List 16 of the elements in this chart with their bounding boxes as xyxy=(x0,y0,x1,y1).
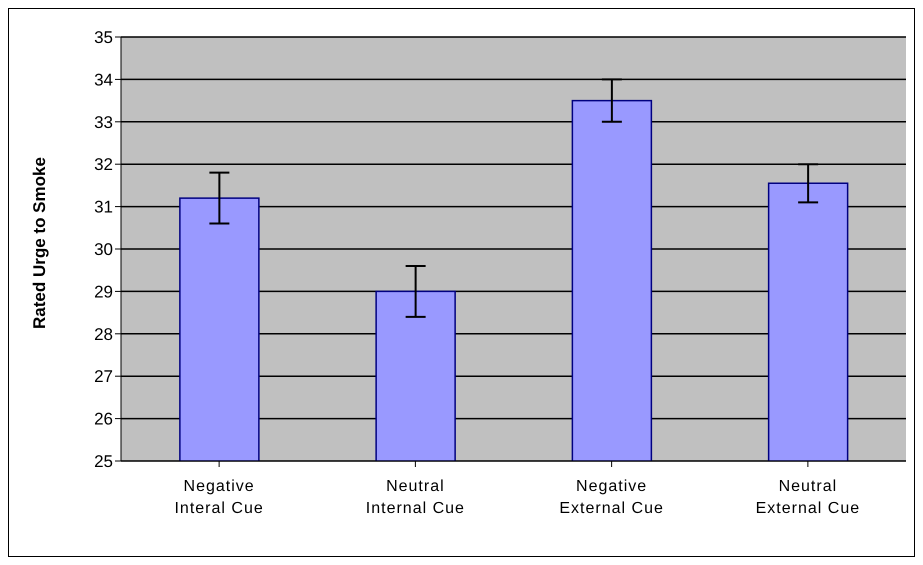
x-tick-label: Negative Interal Cue xyxy=(174,478,264,517)
x-tick-label: Neutral Internal Cue xyxy=(366,478,465,517)
y-tick-label: 35 xyxy=(94,28,113,48)
y-tick-label: 31 xyxy=(94,198,113,217)
y-tick-label: 26 xyxy=(94,410,113,429)
x-tick-label: Neutral External Cue xyxy=(756,478,860,517)
y-tick-label: 25 xyxy=(94,452,113,472)
y-tick-label: 34 xyxy=(94,70,113,90)
y-tick-label: 28 xyxy=(94,324,113,344)
y-tick-label: 33 xyxy=(94,112,113,132)
y-tick-label: 29 xyxy=(94,282,113,302)
y-tick-label: 27 xyxy=(94,367,113,386)
x-tick-label: Negative External Cue xyxy=(559,478,664,517)
y-tick-label: 30 xyxy=(94,240,113,260)
y-axis-title: Rated Urge to Smoke xyxy=(30,157,50,329)
y-tick-label: 32 xyxy=(94,155,113,174)
